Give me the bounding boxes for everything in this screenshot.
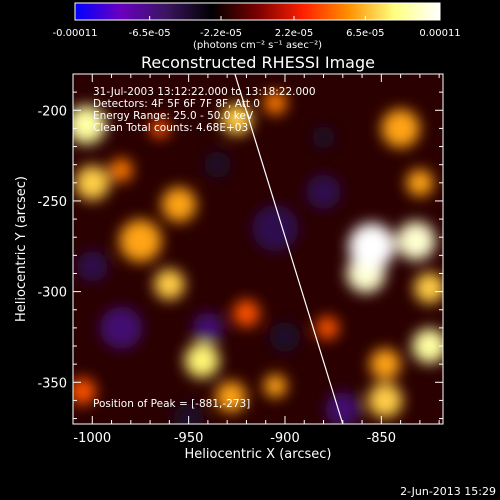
colorbar-gradient <box>74 2 441 21</box>
axes: -1000 -950 -900 -850 -200 -250 -300 -350 <box>37 73 444 446</box>
heatmap-blob <box>192 312 224 344</box>
heatmap-blob <box>221 103 253 135</box>
heatmap-blob <box>109 158 133 182</box>
heatmap-blob <box>311 125 336 150</box>
x-tick-label: -900 <box>270 431 300 446</box>
heatmap-blob <box>306 174 341 210</box>
heatmap-blob <box>263 374 287 398</box>
heatmap-blob <box>406 169 434 197</box>
y-tick-label: -250 <box>37 195 67 210</box>
colorbar-tick-label: -2.2e-05 <box>200 28 242 39</box>
colorbar-tick-label: 0.00011 <box>419 28 460 39</box>
heatmap-blob <box>215 381 247 413</box>
chart-title: Reconstructed RHESSI Image <box>141 53 375 72</box>
heatmap-blob <box>173 403 205 424</box>
heatmap-blob <box>369 348 401 380</box>
heatmap-blob <box>367 383 403 418</box>
heatmap-blob <box>412 328 443 364</box>
colorbar: -0.00011 -6.5e-05 -2.2e-05 2.2e-05 6.5e-05 0.… <box>53 2 461 51</box>
heatmap-blobs <box>73 91 443 424</box>
heatmap-blob <box>204 151 232 179</box>
colorbar-tick-label: -6.5e-05 <box>129 28 171 39</box>
heatmap-blob <box>252 205 299 252</box>
heatmap-blob <box>150 118 170 139</box>
info-energy: Energy Range: 25.0 - 50.0 keV <box>93 110 254 122</box>
heatmap-blob <box>232 299 260 327</box>
footer-date: 2-Jun-2013 15:29 <box>400 485 496 498</box>
x-tick-label: -950 <box>174 431 204 446</box>
heatmap-blob <box>76 250 108 282</box>
info-clean: Clean Total counts: 4.68E+03 <box>93 122 248 134</box>
heatmap-blob <box>119 219 162 263</box>
heatmap-blob <box>348 223 395 270</box>
y-axis-title: Heliocentric Y (arcsec) <box>14 176 29 322</box>
colorbar-tick-label: -0.00011 <box>53 28 98 39</box>
heatmap-blob <box>325 392 361 424</box>
plot-frame <box>72 73 444 425</box>
heatmap-blob <box>315 316 339 340</box>
heatmap-blob <box>396 221 436 261</box>
info-time: 31-Jul-2003 13:12:22.000 to 13:18:22.000 <box>93 86 316 98</box>
heatmap-blob <box>73 105 106 145</box>
heatmap-blob <box>74 165 110 201</box>
colorbar-tick-label: 6.5e-05 <box>346 28 384 39</box>
heatmap-blob <box>414 272 443 304</box>
heatmap-clip <box>73 74 443 424</box>
text-labels: Reconstructed RHESSI Image Heliocentric X… <box>14 53 496 498</box>
colorbar-unit-label: (photons cm⁻² s⁻¹ asec⁻²) <box>193 40 322 51</box>
y-tick-label: -300 <box>37 286 67 301</box>
heatmap-blob <box>161 187 197 222</box>
heatmap-blob <box>269 321 301 353</box>
info-detectors: Detectors: 4F 5F 6F 7F 8F, Att 0 <box>93 98 260 110</box>
heatmap-blob <box>73 377 97 405</box>
y-tick-label: -200 <box>37 104 67 119</box>
x-axis-title: Heliocentric X (arcsec) <box>185 447 332 462</box>
heatmap-blob <box>381 109 420 148</box>
heatmap-blob <box>263 91 287 115</box>
x-tick-label: -850 <box>367 431 397 446</box>
peak-position-label: Position of Peak = [-881,-273] <box>93 398 250 410</box>
x-tick-label: -1000 <box>73 431 111 446</box>
colorbar-tick-label: 2.2e-05 <box>275 28 313 39</box>
heatmap-blob <box>184 343 220 378</box>
heatmap-blob <box>153 268 185 300</box>
solar-limb-line <box>234 74 344 424</box>
heatmap-blob <box>99 306 143 350</box>
heatmap-area <box>73 74 443 424</box>
y-tick-label: -350 <box>37 376 67 391</box>
